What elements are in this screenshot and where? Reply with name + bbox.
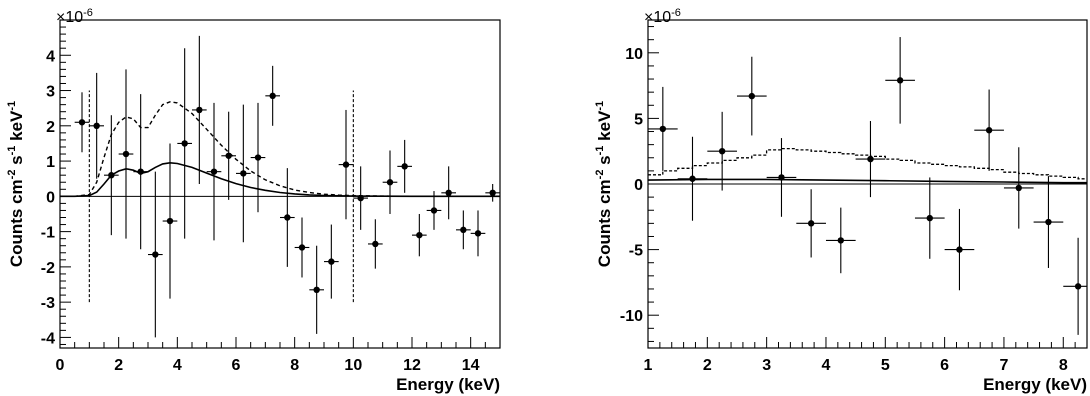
left-ytick-label: -2 [41,260,55,277]
right-xtick-label: 6 [940,357,949,374]
left-xtick-label: 10 [344,357,362,374]
left-data-point [280,168,295,267]
right-data-point [648,86,678,171]
right-data-point [885,37,915,124]
left-data-point [294,217,310,278]
left-y-multiplier: ×10-6 [56,7,93,26]
right-data-point [736,56,767,136]
left-ytick-label: 4 [46,48,55,65]
right-ytick-label: 5 [634,111,643,128]
left-data-point [74,92,90,153]
left-data-point [397,139,412,193]
left-data-point [309,245,324,334]
left-data-point [265,65,280,126]
right-xtick-label: 7 [999,357,1008,374]
right-y-multiplier: ×10-6 [644,7,681,26]
left-data-point [485,184,500,202]
right-data-point [707,111,737,191]
right-data-point [1003,147,1034,229]
right-data-point [914,177,945,259]
right-y-axis-label: Counts cm-2 s-1 keV-1 [594,101,614,267]
left-xtick-label: 8 [290,357,299,374]
right-xtick-label: 5 [881,357,890,374]
left-ytick-label: 2 [46,119,55,136]
right-model-solid-line [648,178,1087,184]
right-ytick-label: -10 [620,308,643,325]
left-data-point [470,210,486,257]
left-ytick-label: 3 [46,84,55,101]
right-plot: 1 2 3 4 5 6 7 8 -10 -5 0 5 10 ×10-6 Energy (keV) Counts… [594,7,1088,394]
left-data-point [441,166,456,220]
right-x-axis-label: Energy (keV) [983,375,1087,394]
left-data-point [250,102,266,213]
left-data-point [206,102,222,241]
left-ytick-label: 0 [46,189,55,206]
left-data-point [162,143,178,299]
right-ytick-label: 10 [625,46,643,63]
left-data-point [192,35,207,184]
right-ytick-label: -5 [629,243,643,260]
right-data-point [677,136,708,221]
right-data-point [855,121,886,198]
right-xtick-label: 3 [762,357,771,374]
left-data-point [133,94,148,250]
right-plot-area [648,37,1087,335]
right-data-point [796,189,826,258]
left-plot-area [60,35,500,338]
right-model-dashed-step [648,147,1087,180]
left-ytick-label: 1 [46,154,55,171]
left-xtick-label: 2 [114,357,123,374]
left-data-point [382,150,398,214]
left-data-point [426,191,442,230]
right-xtick-label: 8 [1059,357,1068,374]
left-xtick-label: 4 [173,357,182,374]
left-data-point [104,115,119,236]
right-data-point [1033,176,1064,268]
left-xtick-label: 6 [232,357,241,374]
right-xtick-label: 1 [644,357,653,374]
left-data-point [221,111,236,200]
left-data-point [412,213,427,257]
left-data-point [456,210,471,250]
left-ytick-label: -3 [41,295,55,312]
left-x-axis-label: Energy (keV) [396,375,500,394]
right-xtick-label: 4 [822,357,831,374]
left-ytick-label: -4 [41,330,55,347]
right-data-point [766,138,797,217]
left-data-point [148,171,163,338]
right-ytick-label: 0 [634,177,643,194]
left-data-point [324,224,339,299]
left-xtick-label: 0 [56,357,65,374]
left-data-point [353,166,368,230]
left-model-dashed-line [60,101,500,197]
left-data-point [89,72,104,179]
right-data-point [974,89,1004,171]
left-y-axis-label: Counts cm-2 s-1 keV-1 [6,101,26,267]
left-xtick-label: 14 [462,357,480,374]
right-xtick-label: 2 [703,357,712,374]
left-data-point [236,104,251,243]
left-data-point [338,109,354,220]
left-data-point [118,69,134,239]
left-data-point [177,48,192,239]
left-xtick-label: 12 [403,357,421,374]
right-data-point [944,208,975,291]
right-data-point [825,207,856,274]
left-data-point [368,219,383,269]
left-ytick-label: -1 [41,225,55,242]
right-data-point [1063,237,1087,335]
